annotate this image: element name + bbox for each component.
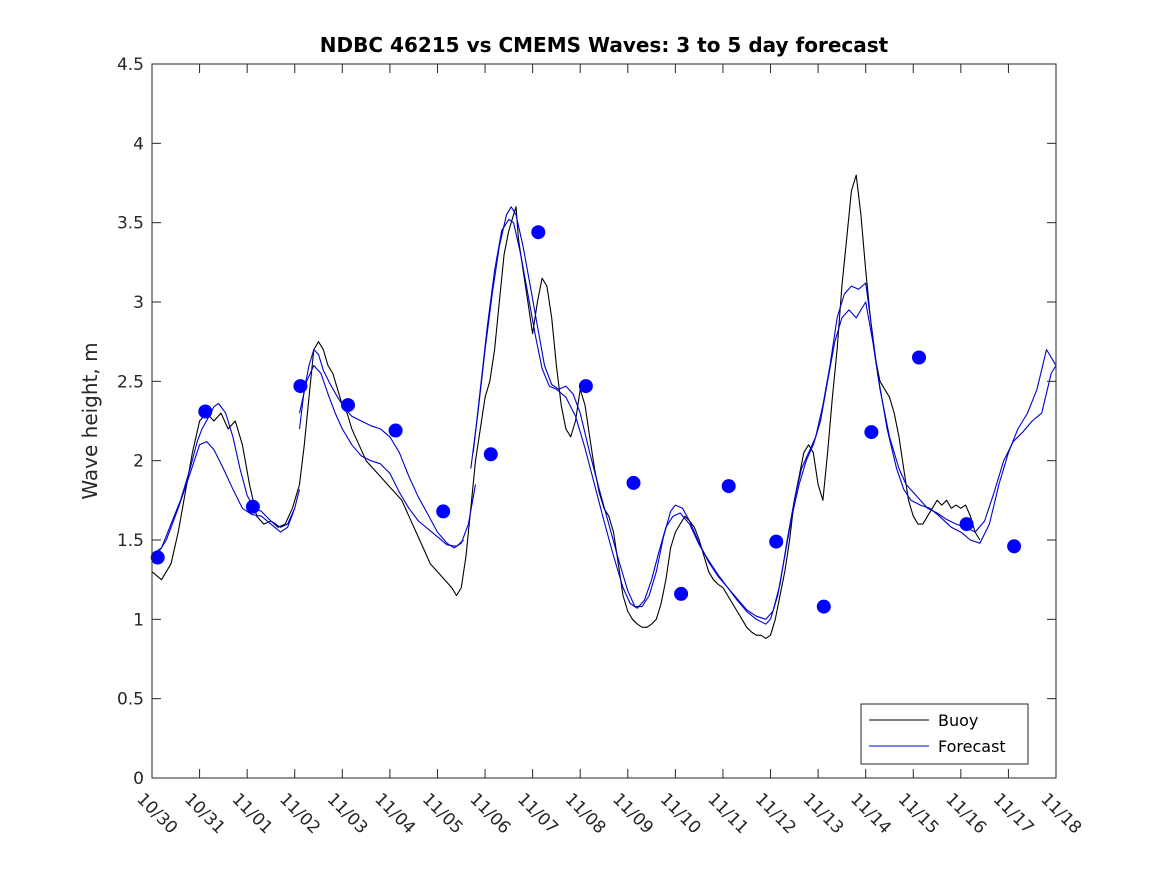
plot-area — [152, 64, 1056, 778]
forecast-marker-13 — [769, 534, 784, 549]
forecast-line-5 — [470, 206, 1056, 625]
forecast-marker-18 — [1007, 539, 1022, 554]
forecast-marker-6 — [436, 504, 451, 519]
y-tick-label: 2.5 — [117, 372, 144, 392]
y-tick-label: 0 — [133, 769, 144, 789]
forecast-marker-12 — [721, 479, 736, 494]
forecast-marker-3 — [293, 379, 308, 394]
y-axis-label: Wave height, m — [78, 342, 102, 499]
forecast-marker-17 — [959, 517, 974, 532]
forecast-marker-9 — [578, 379, 593, 394]
y-tick-label: 3.5 — [117, 214, 144, 234]
forecast-marker-2 — [245, 499, 260, 514]
y-tick-label: 4.5 — [117, 55, 144, 75]
y-tick-label: 1 — [133, 610, 144, 630]
forecast-marker-15 — [864, 425, 879, 440]
y-tick-label: 3 — [133, 293, 144, 313]
forecast-marker-16 — [912, 350, 926, 365]
y-tick-labels: 0 0.5 1 1.5 2 2.5 3 3.5 4 4.5 — [117, 55, 144, 789]
forecast-marker-0 — [150, 550, 165, 565]
legend-forecast-label: Forecast — [938, 737, 1006, 756]
axes-frame — [151, 63, 1057, 779]
forecast-line-3 — [298, 349, 477, 549]
forecast-line-6 — [472, 218, 1056, 620]
legend-buoy-label: Buoy — [938, 711, 978, 730]
y-tick-label: 1.5 — [117, 531, 144, 551]
axes-layer — [151, 63, 1057, 779]
y-tick-label: 2 — [133, 452, 144, 472]
forecast-line-4 — [298, 364, 464, 547]
legend-box — [860, 703, 1029, 765]
forecast-marker-14 — [816, 599, 831, 614]
forecast-marker-10 — [626, 475, 641, 490]
y-tick-label: 0.5 — [117, 690, 144, 710]
legend: Buoy Forecast — [860, 703, 1029, 765]
y-tick-label: 4 — [133, 134, 144, 154]
forecast-marker-7 — [483, 447, 498, 462]
forecast-line-1 — [154, 402, 301, 554]
forecast-marker-1 — [198, 404, 213, 419]
buoy-line-0 — [152, 174, 981, 639]
marker-layer — [150, 225, 1022, 614]
forecast-marker-11 — [674, 586, 689, 601]
chart-title: NDBC 46215 vs CMEMS Waves: 3 to 5 day fo… — [320, 33, 889, 57]
series-layer — [152, 174, 1056, 639]
forecast-marker-5 — [388, 423, 403, 438]
forecast-line-2 — [153, 441, 296, 560]
forecast-marker-8 — [531, 225, 546, 240]
forecast-marker-4 — [341, 398, 355, 413]
